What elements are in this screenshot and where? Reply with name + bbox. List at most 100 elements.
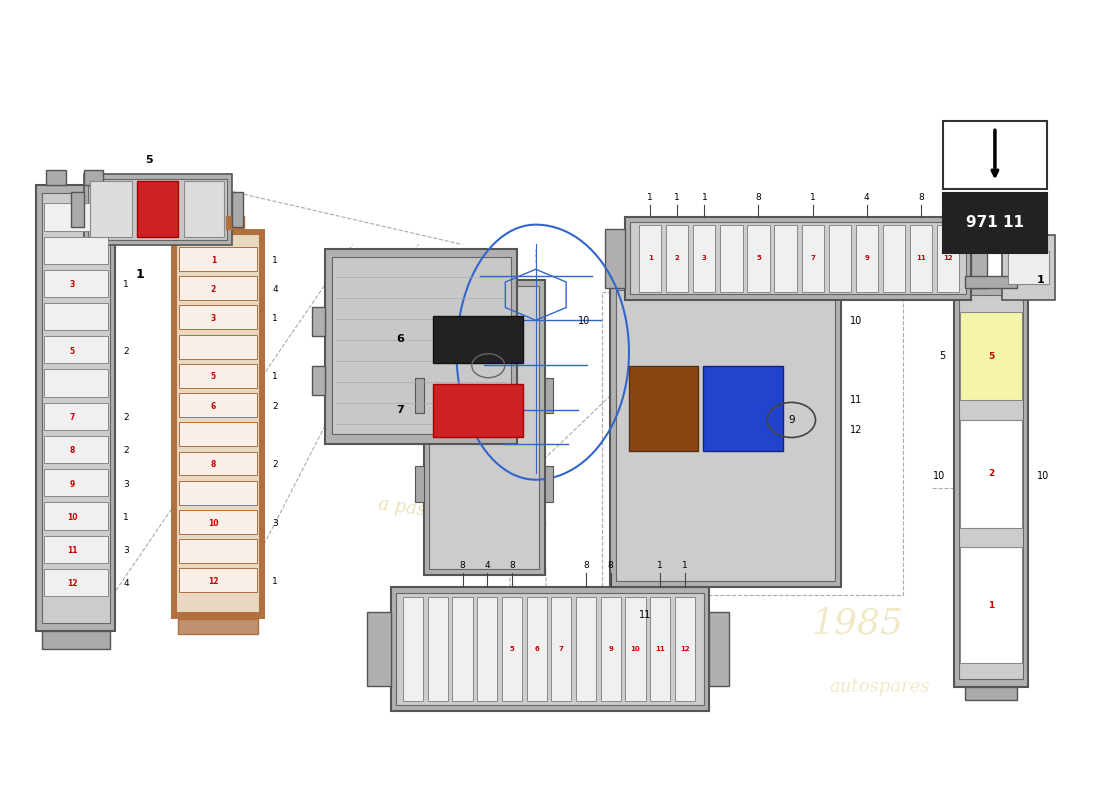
Bar (366, 612, 390, 686)
Text: 11: 11 (849, 394, 861, 405)
Bar (544, 378, 553, 413)
Text: 11: 11 (656, 646, 666, 652)
Text: 2: 2 (211, 285, 216, 294)
Text: 5: 5 (211, 373, 216, 382)
Bar (432, 384, 524, 437)
Bar (629, 366, 697, 451)
Text: 7: 7 (396, 406, 404, 415)
Bar (971, 229, 987, 288)
Bar (960, 420, 1022, 527)
Bar (432, 316, 524, 363)
Text: 2: 2 (675, 255, 680, 262)
Text: 8: 8 (211, 460, 216, 469)
Text: 6: 6 (535, 646, 539, 652)
Text: 3: 3 (211, 314, 216, 323)
Text: 4: 4 (484, 561, 491, 570)
Text: 1: 1 (648, 255, 652, 262)
Bar (44, 436, 108, 463)
Bar (227, 216, 244, 229)
Text: 8: 8 (69, 446, 75, 455)
Bar (179, 510, 257, 534)
Bar (176, 234, 261, 613)
Text: 11: 11 (916, 255, 926, 262)
Text: 8: 8 (583, 561, 588, 570)
Text: 1: 1 (273, 373, 278, 382)
Bar (312, 307, 326, 337)
Bar (172, 229, 265, 619)
Text: 4: 4 (123, 579, 129, 588)
Bar (44, 370, 108, 397)
Bar (954, 288, 1028, 687)
Bar (179, 393, 257, 417)
Text: 8: 8 (756, 193, 761, 202)
Bar (36, 185, 116, 631)
Text: 1: 1 (135, 267, 144, 281)
Bar (959, 294, 1023, 679)
Bar (943, 193, 1047, 253)
Bar (452, 597, 473, 702)
Text: 3: 3 (702, 255, 707, 262)
Text: 2: 2 (123, 346, 129, 356)
Bar (710, 612, 729, 686)
Text: 2: 2 (273, 402, 278, 410)
Text: 8: 8 (460, 561, 465, 570)
Bar (44, 469, 108, 496)
Bar (70, 192, 84, 227)
Bar (703, 366, 783, 451)
Bar (693, 225, 715, 292)
Text: 1: 1 (273, 577, 278, 586)
Bar (802, 225, 824, 292)
Bar (960, 547, 1022, 663)
Bar (332, 257, 510, 434)
Bar (84, 170, 103, 185)
Text: 5: 5 (69, 346, 75, 356)
Text: 8: 8 (918, 193, 924, 202)
Bar (84, 174, 232, 245)
Text: 9: 9 (608, 646, 613, 652)
Text: 7: 7 (811, 255, 815, 262)
Bar (138, 181, 178, 237)
Bar (44, 270, 108, 297)
Bar (601, 597, 620, 702)
Text: 9: 9 (865, 255, 869, 262)
Bar (44, 336, 108, 363)
Bar (882, 225, 905, 292)
Bar (1002, 235, 1055, 300)
Text: 8: 8 (509, 561, 515, 570)
Text: 8: 8 (608, 561, 614, 570)
Text: 3: 3 (273, 518, 278, 528)
Text: 1: 1 (211, 255, 216, 265)
Text: 971 11: 971 11 (966, 215, 1024, 230)
Bar (910, 225, 932, 292)
Bar (527, 597, 547, 702)
Bar (46, 170, 66, 185)
Bar (179, 334, 257, 358)
Bar (178, 619, 258, 634)
Bar (44, 502, 108, 530)
Text: 7: 7 (559, 646, 564, 652)
Text: 10: 10 (208, 518, 219, 528)
Bar (326, 249, 517, 444)
Text: 1: 1 (810, 193, 815, 202)
Bar (544, 466, 553, 502)
Bar (90, 181, 132, 237)
Text: 4: 4 (864, 193, 870, 202)
Text: 5: 5 (756, 255, 761, 262)
Text: 3: 3 (69, 280, 75, 290)
Bar (179, 364, 257, 388)
Text: 5: 5 (509, 646, 515, 652)
Bar (650, 597, 670, 702)
Bar (616, 290, 835, 581)
Bar (44, 203, 108, 230)
Text: 1: 1 (1037, 275, 1045, 286)
Bar (44, 535, 108, 562)
Text: 12: 12 (67, 579, 77, 588)
Bar (576, 597, 596, 702)
Text: 10: 10 (630, 646, 640, 652)
Bar (667, 225, 689, 292)
Text: 6: 6 (396, 334, 404, 345)
Text: a passion for parts: a passion for parts (376, 495, 548, 536)
Bar (44, 569, 108, 596)
Text: 11: 11 (639, 610, 651, 620)
Text: 10: 10 (1037, 470, 1049, 481)
